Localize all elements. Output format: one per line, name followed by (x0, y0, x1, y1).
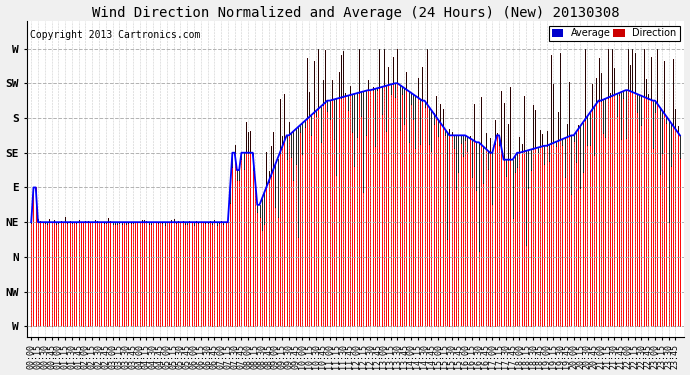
Title: Wind Direction Normalized and Average (24 Hours) (New) 20130308: Wind Direction Normalized and Average (2… (92, 6, 620, 20)
Text: Copyright 2013 Cartronics.com: Copyright 2013 Cartronics.com (30, 30, 200, 40)
Legend: Average, Direction: Average, Direction (549, 26, 680, 41)
